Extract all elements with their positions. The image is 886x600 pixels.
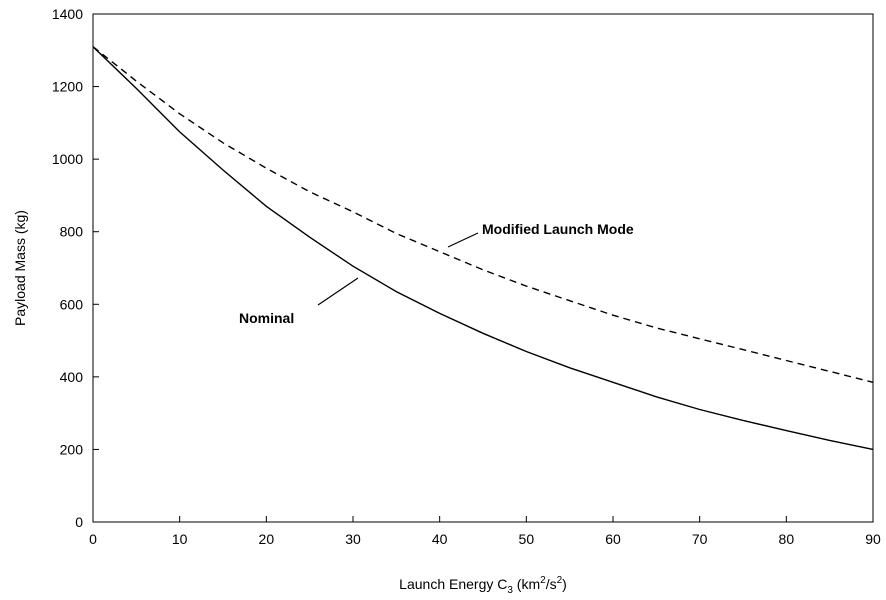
x-tick-label-3: 30 [345, 531, 361, 547]
x-tick-label-9: 90 [865, 531, 881, 547]
x-tick-label-4: 40 [432, 531, 448, 547]
series-line-modified-launch-mode [92, 46, 874, 383]
y-tick-label-7: 1400 [52, 6, 83, 22]
series-lines [92, 46, 874, 451]
x-tick-label-5: 50 [519, 531, 535, 547]
plot-area [92, 13, 874, 523]
x-tick-label-8: 80 [779, 531, 795, 547]
modified-launch-mode-leader [447, 232, 479, 248]
x-tick-label-0: 0 [89, 531, 97, 547]
axis-tick-labels: 0 10 20 30 40 50 60 70 80 90 0 200 400 600 800 1000 1200… [52, 6, 881, 547]
y-tick-label-4: 800 [60, 224, 84, 240]
x-axis-title-sup2: 2 [557, 575, 563, 586]
x-axis-title-sub: 3 [507, 585, 513, 596]
x-tick-label-2: 20 [259, 531, 275, 547]
x-tick-label-6: 60 [605, 531, 621, 547]
y-tick-label-1: 200 [60, 441, 84, 457]
nominal-label: Nominal [239, 310, 294, 326]
nominal-leader [317, 277, 359, 306]
x-tick-label-1: 10 [172, 531, 188, 547]
x-axis-title-main: Launch Energy C [399, 576, 507, 592]
y-tick-label-0: 0 [75, 514, 83, 530]
y-axis-title: Payload Mass (kg) [12, 210, 28, 326]
x-tick-label-7: 70 [692, 531, 708, 547]
y-tick-label-5: 1000 [52, 151, 83, 167]
x-axis-title: Launch Energy C3 (km2/s2) [399, 575, 567, 596]
modified-launch-mode-label: Modified Launch Mode [482, 221, 634, 237]
series-line-nominal [92, 46, 874, 451]
x-axis-title-unit-close: ) [562, 576, 567, 592]
x-axis-title-unit-open: (km [513, 576, 540, 592]
y-tick-label-2: 400 [60, 369, 84, 385]
x-axis-title-sup1: 2 [540, 575, 546, 586]
y-tick-label-3: 600 [60, 296, 84, 312]
x-axis-title-unit-mid: /s [546, 576, 557, 592]
axis-ticks [92, 13, 874, 523]
y-tick-label-6: 1200 [52, 79, 83, 95]
